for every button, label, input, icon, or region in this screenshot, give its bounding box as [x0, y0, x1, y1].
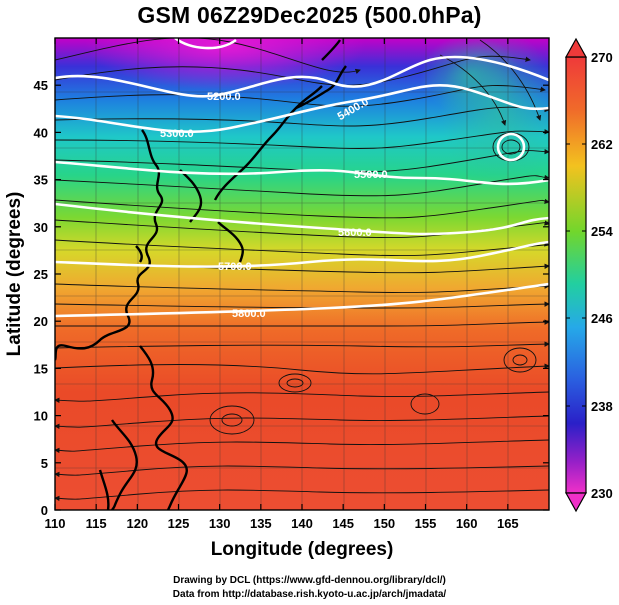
credit-drawing: Drawing by DCL (https://www.gfd-dennou.o… — [173, 575, 446, 586]
y-tick-label: 10 — [34, 409, 48, 424]
x-tick-label: 160 — [456, 516, 478, 531]
credit-data-source: Data from http://database.rish.kyoto-u.a… — [172, 589, 447, 600]
x-axis-ticks — [54, 38, 509, 510]
colorbar-tick-label: 238 — [591, 399, 613, 414]
y-axis-tick-labels: 0 5 10 15 20 25 30 35 40 45 — [34, 78, 48, 518]
x-tick-label: 165 — [497, 516, 519, 531]
contour-label: 5300.0 — [160, 128, 194, 140]
x-axis-label: Longitude (degrees) — [211, 539, 394, 560]
y-tick-label: 15 — [34, 361, 48, 376]
y-axis-label: Latitude (degrees) — [4, 192, 25, 357]
y-tick-label: 35 — [34, 173, 48, 188]
contour-label: 5800.0 — [232, 308, 266, 320]
colorbar: 270 262 254 246 238 230 — [564, 37, 613, 513]
x-tick-label: 150 — [373, 516, 395, 531]
colorbar-tick-label: 262 — [591, 137, 613, 152]
colorbar-top-arrow — [564, 37, 588, 58]
y-tick-label: 0 — [41, 503, 48, 518]
y-tick-label: 20 — [34, 314, 48, 329]
x-tick-label: 115 — [86, 516, 107, 531]
colorbar-tick-label: 230 — [591, 486, 613, 501]
y-tick-label: 30 — [34, 220, 48, 235]
contour-label: 5500.0 — [354, 169, 388, 181]
y-tick-label: 40 — [34, 125, 48, 140]
x-tick-label: 110 — [45, 516, 66, 531]
x-tick-label: 130 — [209, 516, 231, 531]
x-tick-label: 145 — [332, 516, 354, 531]
colorbar-tick-label: 254 — [591, 224, 613, 239]
x-tick-label: 125 — [168, 516, 190, 531]
contour-label: 5700.0 — [218, 261, 252, 273]
contour-label: 5200.0 — [207, 91, 241, 103]
y-tick-label: 5 — [41, 456, 48, 471]
x-axis-tick-labels: 110 115 120 125 130 135 140 145 150 155 160 165 — [45, 516, 519, 531]
x-tick-label: 120 — [126, 516, 148, 531]
colorbar-tick-label: 270 — [591, 50, 613, 65]
height-contours — [55, 38, 549, 318]
contour-label: 5600.0 — [338, 227, 372, 239]
coastlines — [55, 39, 347, 510]
y-tick-label: 25 — [34, 267, 48, 282]
colorbar-tick-label: 246 — [591, 311, 613, 326]
x-tick-label: 135 — [250, 516, 272, 531]
chart-title: GSM 06Z29Dec2025 (500.0hPa) — [137, 2, 482, 28]
y-axis-ticks — [55, 84, 549, 511]
x-tick-label: 140 — [291, 516, 313, 531]
grid-lines — [55, 38, 549, 510]
colorbar-bottom-arrow — [564, 492, 588, 513]
y-tick-label: 45 — [34, 78, 48, 93]
x-tick-label: 155 — [415, 516, 437, 531]
